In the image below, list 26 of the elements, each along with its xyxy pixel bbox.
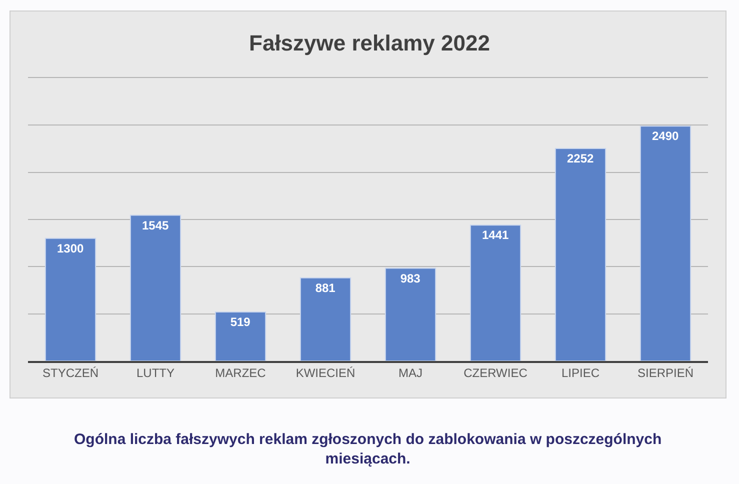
bar	[214, 312, 266, 361]
chart-title: Fałszywe reklamy 2022	[249, 30, 490, 56]
x-tick-label: MARZEC	[215, 366, 266, 380]
bar	[130, 214, 182, 361]
x-tick-label: LUTTY	[136, 366, 175, 380]
bar	[300, 277, 352, 361]
bar	[470, 224, 522, 361]
data-label: 1441	[482, 228, 510, 242]
data-label: 2490	[652, 129, 680, 144]
bar	[640, 126, 692, 361]
x-tick-label: LIPIEC	[561, 366, 600, 380]
x-tick-label: CZERWIEC	[464, 366, 528, 380]
data-label: 881	[315, 280, 336, 295]
x-tick-label: MAJ	[398, 366, 422, 380]
data-label: 1300	[56, 241, 84, 256]
bar	[44, 238, 96, 361]
x-tick-label: STYCZEŃ	[42, 366, 99, 380]
bar	[554, 148, 606, 361]
x-tick-label: KWIECIEŃ	[296, 366, 356, 380]
data-label: 519	[230, 315, 251, 330]
data-label: 983	[400, 271, 421, 286]
data-label: 1545	[142, 218, 170, 232]
bar	[384, 268, 436, 361]
text: Ogólna liczba fałszywych reklam zgłoszonych do zablokowania w poszczególnych miesiącach.	[74, 431, 662, 468]
x-tick-label: SIERPIEŃ	[637, 366, 694, 380]
data-label: 2252	[566, 152, 594, 166]
